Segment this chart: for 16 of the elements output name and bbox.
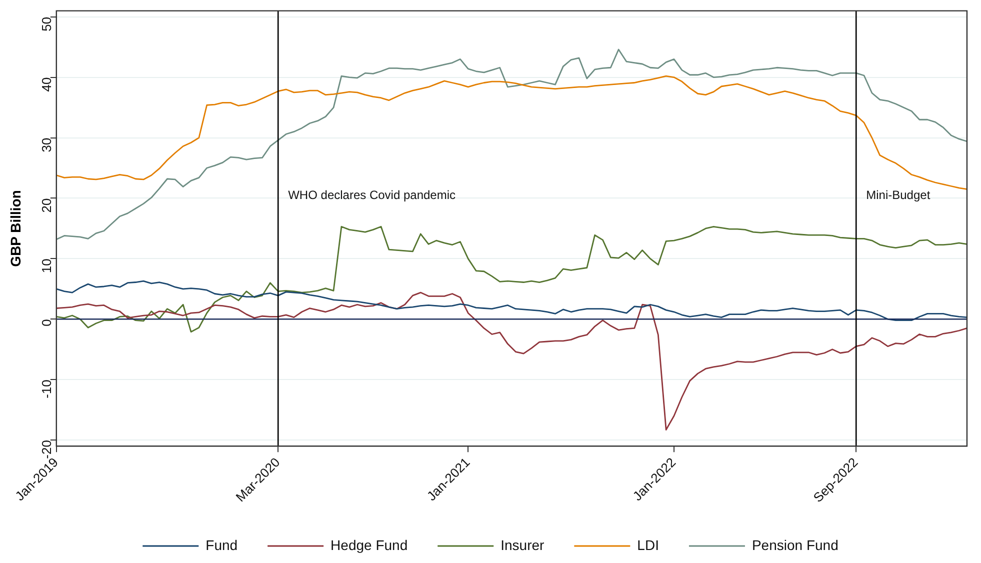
y-tick-label: 50 xyxy=(38,16,54,32)
y-tick-label: 20 xyxy=(38,198,54,213)
ref-line-label: WHO declares Covid pandemic xyxy=(288,188,456,202)
legend-label: LDI xyxy=(637,536,659,553)
y-tick-label: 10 xyxy=(38,258,54,274)
ref-line-label: Mini-Budget xyxy=(866,188,931,202)
y-tick-label: 40 xyxy=(38,77,54,92)
y-tick-label: 0 xyxy=(38,319,54,326)
legend-label: Insurer xyxy=(500,536,545,553)
legend-label: Fund xyxy=(206,536,238,553)
legend-label: Hedge Fund xyxy=(330,536,408,553)
y-tick-label: 30 xyxy=(38,138,54,152)
y-tick-label: -20 xyxy=(38,440,54,459)
y-axis-title: GBP Billion xyxy=(7,190,24,267)
legend-label: Pension Fund xyxy=(752,536,838,553)
y-tick-label: -10 xyxy=(38,380,54,398)
